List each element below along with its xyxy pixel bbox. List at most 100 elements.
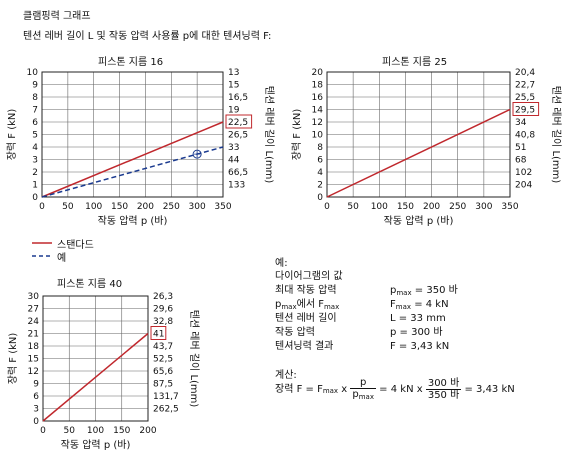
chart1-series-standard-line <box>41 121 224 198</box>
chart3-y2tick-label: 65,6 <box>153 367 173 377</box>
calc-fraction-2: 300 바 350 바 <box>425 377 462 401</box>
chart1-ytick-label: 4 <box>32 143 38 153</box>
chart2-ytick-label: 12 <box>312 118 323 128</box>
chart1-y2tick-label: 19 <box>228 106 240 116</box>
chart1-ytick-label: 2 <box>32 168 38 178</box>
chart1-ytick-label: 5 <box>32 131 38 141</box>
chart1-xtick-label: 50 <box>62 202 74 212</box>
chart1-title: 피스톤 지름 16 <box>98 57 164 68</box>
chart3-y2tick-label: 87,5 <box>153 380 173 390</box>
chart3-y2tick-label: 131,7 <box>153 392 179 402</box>
chart3-ytick-label: 15 <box>28 355 39 365</box>
chart1-xtick-label: 200 <box>137 202 154 212</box>
chart3-ytick-label: 30 <box>28 292 40 302</box>
example-row-fmax-value: Fmax = 4 kN <box>390 299 449 311</box>
chart3-ytick-label: 18 <box>28 342 40 352</box>
chart2-ytick-label: 6 <box>317 156 323 166</box>
chart2-ytick-label: 20 <box>312 68 324 78</box>
chart3-ytick-label: 6 <box>33 392 39 402</box>
chart1-ytick-label: 10 <box>27 68 39 78</box>
chart2-ytick-label: 0 <box>317 193 323 203</box>
example-row-result-value: F = 3,43 kN <box>390 341 450 352</box>
chart2-y2tick-label: 204 <box>515 181 532 191</box>
chart3-y2tick-label: 52,5 <box>153 355 173 365</box>
example-row-pressure-value: p = 300 바 <box>390 327 443 338</box>
chart2-ytick-label: 18 <box>312 81 324 91</box>
chart1-ytick-label: 8 <box>32 93 38 103</box>
example-row-result-label: 텐셔닝력 결과 <box>275 341 334 352</box>
chart1-y2tick-label: 15 <box>228 81 239 91</box>
chart1-frame <box>41 71 224 198</box>
legend-example-label: 예 <box>57 253 67 264</box>
page-subtitle: 텐션 레버 길이 L 및 작동 압력 사용률 p에 대한 텐셔닝력 F: <box>23 31 272 42</box>
chart3-ytick-label: 9 <box>33 380 39 390</box>
chart2-y2tick-label: 102 <box>515 168 532 178</box>
chart1-xtick-label: 150 <box>111 202 128 212</box>
chart3-y2tick-label: 43,7 <box>153 342 173 352</box>
chart2-ytick-label: 16 <box>312 93 324 103</box>
example-heading: 예: <box>275 258 288 269</box>
chart3-ylabel: 장력 F (kN) <box>7 333 19 385</box>
chart3-xtick-label: 50 <box>64 426 76 436</box>
calc-heading: 계산: <box>275 370 297 381</box>
chart3-y2tick-label: 29,6 <box>153 305 173 315</box>
chart1-y2tick-label: 26,5 <box>228 131 248 141</box>
chart1-y2tick-label: 16,5 <box>228 93 248 103</box>
chart3-xtick-label: 150 <box>113 426 130 436</box>
chart3-ytick-label: 27 <box>28 305 39 315</box>
chart1-y2tick-label: 13 <box>228 68 239 78</box>
chart2-xtick-label: 350 <box>501 202 518 212</box>
chart3-y2tick-label: 262,5 <box>153 405 179 415</box>
example-row-max-pressure-value: pmax = 350 바 <box>390 285 458 297</box>
example-row-lever-label: 텐션 레버 길이 <box>275 313 337 324</box>
chart1-ylabel: 장력 F (kN) <box>6 109 18 161</box>
chart1-y2tick-label: 133 <box>228 181 245 191</box>
example-row-pressure-label: 작동 압력 <box>275 327 315 338</box>
chart2-xlabel: 작동 압력 p (바) <box>384 214 454 227</box>
chart2-y2tick-label: 34 <box>515 118 527 128</box>
chart2-ytick-label: 14 <box>312 106 324 116</box>
chart1-highlight-box <box>225 114 253 129</box>
chart3-xtick-label: 0 <box>40 426 46 436</box>
chart1-ytick-label: 3 <box>32 156 38 166</box>
chart1-y2label: 텐션 레버 길이 L(mm) <box>263 86 276 184</box>
chart2-ytick-label: 10 <box>312 131 324 141</box>
chart3-ytick-label: 12 <box>28 367 39 377</box>
chart2-y2tick-label: 40,8 <box>515 131 535 141</box>
chart1-xtick-label: 350 <box>214 202 231 212</box>
example-row-max-pressure-label: 최대 작동 압력 <box>275 285 337 296</box>
chart3-ytick-label: 24 <box>28 317 40 327</box>
chart3-y2tick-label: 32,8 <box>153 317 173 327</box>
legend-standard-label: 스탠다드 <box>57 240 94 251</box>
chart2-xtick-label: 200 <box>423 202 440 212</box>
chart3-xtick-label: 200 <box>139 426 156 436</box>
chart2-highlight-box <box>512 102 540 116</box>
chart2-y2tick-label: 51 <box>515 143 526 153</box>
chart3-y2tick-label: 41 <box>153 330 164 340</box>
chart3-frame <box>42 295 149 422</box>
chart2-ytick-label: 2 <box>317 181 323 191</box>
chart1-ytick-label: 7 <box>32 106 38 116</box>
chart3-title: 피스톤 지름 40 <box>57 279 123 290</box>
chart2-y2label: 텐션 레버 길이 L(mm) <box>550 86 563 184</box>
chart3-y2tick-label: 26,3 <box>153 292 173 302</box>
page-title: 클램핑력 그래프 <box>23 11 91 22</box>
chart2-ytick-label: 8 <box>317 143 323 153</box>
example-diagram-values: 다이어그램의 값 <box>275 271 343 282</box>
chart1-ytick-label: 6 <box>32 118 38 128</box>
chart1-xtick-label: 100 <box>85 202 102 212</box>
chart3-xtick-label: 100 <box>87 426 104 436</box>
chart1-y2tick-label: 44 <box>228 156 240 166</box>
chart1-marker <box>192 149 202 159</box>
chart1-ytick-label: 9 <box>32 81 38 91</box>
example-row-fmax-label: pmax에서 Fmax <box>275 299 340 311</box>
chart1-xlabel: 작동 압력 p (바) <box>98 214 168 227</box>
chart1-ytick-label: 0 <box>32 193 38 203</box>
chart2-xtick-label: 0 <box>324 202 330 212</box>
chart2-title: 피스톤 지름 25 <box>382 57 448 68</box>
chart3-xlabel: 작동 압력 p (바) <box>61 438 131 451</box>
chart3-series-standard-line <box>42 332 149 422</box>
chart2-xtick-label: 250 <box>449 202 466 212</box>
